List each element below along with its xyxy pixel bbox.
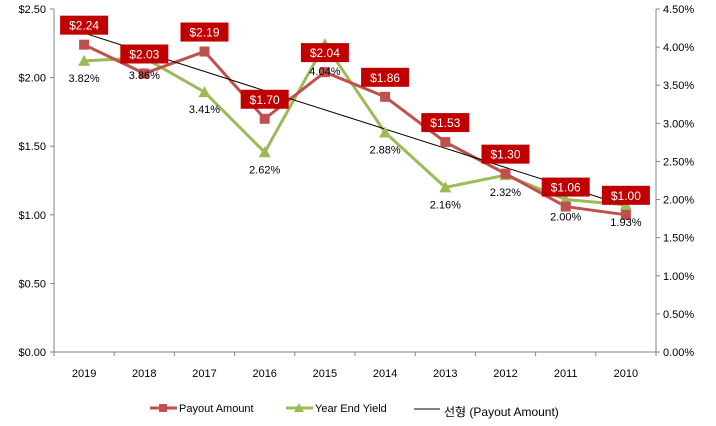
x-tick-label: 2016: [252, 368, 276, 380]
legend-trend-label: 선형 (Payout Amount): [444, 405, 559, 419]
payout-data-label: $2.24: [69, 19, 99, 33]
x-tick-label: 2012: [493, 368, 517, 380]
payout-data-label: $1.86: [370, 71, 400, 85]
payout-marker: [440, 137, 451, 148]
x-tick-label: 2011: [554, 368, 578, 380]
left-tick-label: $0.50: [18, 278, 46, 290]
payout-data-label: $1.70: [250, 93, 280, 107]
x-tick-label: 2018: [132, 368, 156, 380]
payout-marker: [79, 39, 90, 50]
yield-data-label: 2.62%: [249, 164, 280, 176]
yield-data-label: 2.88%: [369, 144, 400, 156]
payout-label-bg: [300, 43, 349, 63]
payout-marker: [259, 113, 270, 124]
payout-data-label: $1.53: [430, 116, 460, 130]
payout-data-label: $2.04: [310, 46, 340, 60]
yield-data-label: 3.82%: [68, 73, 99, 85]
yield-marker: [78, 54, 91, 66]
left-tick-label: $1.50: [18, 141, 46, 153]
yield-data-label: 1.93%: [610, 217, 641, 229]
yield-data-label: 2.32%: [490, 187, 521, 199]
payout-marker: [199, 46, 210, 57]
payout-label-bg: [541, 177, 590, 197]
payout-label-bg: [120, 44, 169, 64]
right-tick-label: 2.00%: [663, 195, 694, 207]
yield-data-label: 2.00%: [550, 212, 581, 224]
payout-label-bg: [481, 144, 530, 164]
payout-label-bg: [361, 67, 410, 87]
payout-marker: [560, 201, 571, 212]
right-tick-label: 4.50%: [663, 4, 694, 16]
right-tick-label: 3.50%: [663, 80, 694, 92]
trendline: [83, 32, 627, 207]
payout-marker: [319, 67, 330, 78]
legend-yield-label: Year End Yield: [315, 403, 387, 415]
payout-marker: [380, 91, 391, 102]
right-tick-label: 4.00%: [663, 42, 694, 54]
payout-data-label: $1.06: [551, 181, 581, 195]
yield-marker: [258, 146, 271, 158]
payout-data-label: $2.19: [189, 26, 219, 40]
payout-marker: [139, 68, 150, 79]
yield-line: [84, 41, 627, 207]
left-tick-label: $1.00: [18, 210, 46, 222]
right-tick-label: 0.50%: [663, 309, 694, 321]
left-tick-label: $2.00: [18, 73, 46, 85]
payout-label-bg: [240, 89, 289, 109]
yield-data-label: 3.86%: [129, 70, 160, 82]
payout-marker: [620, 209, 631, 220]
yield-data-label: 2.16%: [430, 199, 461, 211]
right-tick-label: 1.50%: [663, 233, 694, 245]
payout-data-label: $1.30: [490, 148, 520, 162]
payout-label-bg: [601, 185, 650, 205]
payout-marker: [500, 168, 511, 179]
yield-data-label: 4.04%: [309, 66, 340, 78]
legend-yield-marker: [294, 403, 304, 412]
payout-line: [83, 43, 627, 217]
x-tick-label: 2013: [433, 368, 457, 380]
payout-data-label: $2.03: [129, 47, 159, 61]
legend-payout-label: Payout Amount: [179, 403, 254, 415]
x-tick-label: 2014: [373, 368, 397, 380]
payout-label-bg: [421, 113, 470, 133]
payout-label-bg: [180, 22, 229, 42]
x-tick-label: 2017: [192, 368, 216, 380]
x-tick-label: 2010: [614, 368, 638, 380]
x-tick-label: 2019: [72, 368, 96, 380]
yield-marker: [198, 86, 211, 98]
yield-data-label: 3.41%: [189, 104, 220, 116]
payout-data-label: $1.00: [611, 189, 641, 203]
right-tick-label: 1.00%: [663, 271, 694, 283]
yield-marker: [379, 126, 392, 138]
yield-marker: [439, 181, 452, 193]
x-tick-label: 2015: [313, 368, 337, 380]
left-tick-label: $2.50: [18, 4, 46, 16]
right-tick-label: 2.50%: [663, 156, 694, 168]
payout-label-bg: [60, 15, 109, 35]
right-tick-label: 0.00%: [663, 347, 694, 359]
legend-payout-marker: [159, 404, 167, 412]
right-tick-label: 3.00%: [663, 118, 694, 130]
left-tick-label: $0.00: [18, 347, 46, 359]
